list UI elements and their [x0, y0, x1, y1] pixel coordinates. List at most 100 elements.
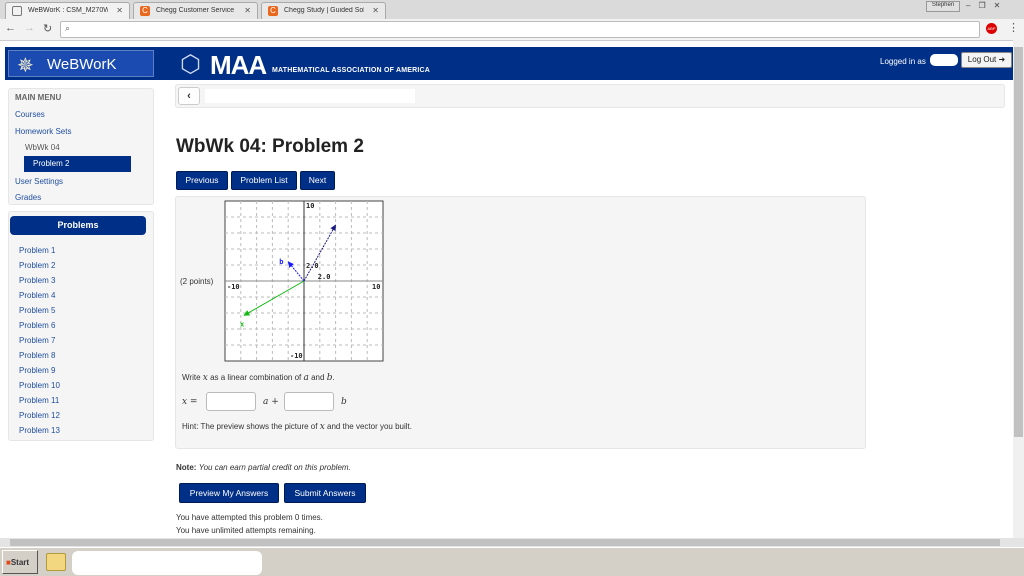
coefficient-a-input[interactable]	[206, 392, 256, 411]
prompt-text: Write	[182, 373, 201, 382]
redacted-username	[930, 54, 958, 66]
vector-b-label: b	[279, 258, 283, 266]
tab-chegg-service[interactable]: C Chegg Customer Service Pl ✕	[133, 2, 258, 19]
prompt-text: as a linear combination of	[210, 373, 302, 382]
problem-link[interactable]: Problem 10	[19, 381, 60, 390]
tab-label: Chegg Study | Guided Solu	[284, 7, 364, 14]
sidebar-item-courses[interactable]: Courses	[15, 110, 45, 119]
attempts-text: You have attempted this problem 0 times.	[176, 513, 323, 522]
brand-name: WeBWorK	[47, 56, 117, 73]
document-icon	[12, 6, 22, 16]
next-button[interactable]: Next	[300, 171, 335, 190]
back-button[interactable]: ‹	[178, 87, 200, 105]
remaining-text: You have unlimited attempts remaining.	[176, 526, 316, 535]
sidebar-item-wbwk04[interactable]: WbWk 04	[25, 143, 60, 152]
star-icon: ✵	[17, 55, 34, 77]
reload-icon[interactable]: ↻	[43, 23, 53, 35]
sidebar-item-user-settings[interactable]: User Settings	[15, 177, 64, 186]
menu-icon[interactable]: ⋮	[1008, 22, 1019, 34]
problem-link[interactable]: Problem 8	[19, 351, 56, 360]
logout-button[interactable]: Log Out ➜	[961, 52, 1012, 68]
tab-chegg-study[interactable]: C Chegg Study | Guided Solu ✕	[261, 2, 386, 19]
x-min-label: -10	[227, 283, 240, 291]
vector-x-label: x	[240, 320, 245, 328]
problem-link[interactable]: Problem 2	[19, 261, 56, 270]
main-menu-heading: MAIN MENU	[15, 93, 62, 102]
vector-b	[287, 261, 305, 282]
y-max-label: 10	[306, 202, 314, 210]
profile-button[interactable]: Stephen	[926, 1, 960, 12]
problems-panel	[8, 211, 154, 441]
problem-link[interactable]: Problem 6	[19, 321, 56, 330]
problem-link[interactable]: Problem 9	[19, 366, 56, 375]
equation-lhs: x =	[182, 397, 198, 407]
close-icon[interactable]: ✕	[116, 6, 123, 15]
x-max-label: 10	[372, 283, 380, 291]
problem-link[interactable]: Problem 7	[19, 336, 56, 345]
main-menu	[8, 88, 154, 205]
problem-link[interactable]: Problem 11	[19, 396, 60, 405]
tab-label: WeBWorK : CSM_M270We	[28, 7, 108, 14]
coefficient-b-input[interactable]	[284, 392, 334, 411]
close-icon[interactable]: ✕	[244, 6, 251, 15]
note-text: You can earn partial credit on this prob…	[198, 463, 351, 472]
back-icon[interactable]: ←	[5, 22, 16, 34]
problems-header: Problems	[10, 216, 146, 235]
start-label: Start	[10, 558, 30, 567]
maa-subtitle: MATHEMATICAL ASSOCIATION OF AMERICA	[272, 67, 431, 74]
problem-link[interactable]: Problem 1	[19, 246, 56, 255]
file-explorer-icon[interactable]	[46, 553, 66, 571]
horizontal-scroll-thumb[interactable]	[10, 539, 1000, 546]
vector-a	[303, 224, 337, 282]
hint-text: and the vector you built.	[327, 422, 412, 431]
prompt-text: and	[311, 373, 325, 382]
redacted-taskbar	[72, 551, 262, 575]
note-label: Note:	[176, 463, 197, 472]
sidebar-item-homework-sets[interactable]: Homework Sets	[15, 127, 72, 136]
maa-logo: MAA	[210, 50, 267, 80]
math-a: a	[303, 373, 309, 383]
vertical-scroll-thumb[interactable]	[1014, 47, 1023, 437]
y-min-label: -10	[290, 352, 303, 360]
forward-icon[interactable]: →	[24, 22, 35, 34]
address-bar[interactable]: ⌕	[60, 21, 980, 38]
problem-list-button[interactable]: Problem List	[231, 171, 297, 190]
math-b: b	[326, 373, 333, 383]
page-title: WbWk 04: Problem 2	[176, 136, 364, 157]
sidebar-item-problem-2[interactable]: Problem 2	[24, 156, 131, 172]
math-x: x	[319, 422, 325, 432]
start-button[interactable]: ■Start	[2, 550, 38, 574]
math-x: x	[202, 373, 208, 383]
window-controls[interactable]: –❐✕	[966, 1, 1009, 10]
x-tick-label: 2.0	[318, 273, 331, 281]
preview-answers-button[interactable]: Preview My Answers	[179, 483, 279, 503]
logout-label: Log Out	[967, 55, 997, 64]
problem-link[interactable]: Problem 4	[19, 291, 56, 300]
vector-x	[243, 280, 305, 316]
redacted-breadcrumb	[205, 89, 415, 103]
maa-logo-icon: ⬡	[180, 51, 201, 78]
chegg-icon: C	[140, 6, 150, 16]
equation-a-term: a +	[263, 397, 279, 407]
windows-logo-icon: ■	[6, 558, 11, 567]
equation-b-term: b	[341, 397, 347, 407]
site-header	[5, 47, 1013, 80]
logout-icon: ➜	[998, 55, 1006, 64]
vector-graph: -10 10 10 -10 2.0 2.0 b x	[224, 200, 384, 362]
problem-link[interactable]: Problem 13	[19, 426, 60, 435]
chegg-icon: C	[268, 6, 278, 16]
adblock-icon[interactable]: ABP	[986, 23, 997, 34]
problem-link[interactable]: Problem 3	[19, 276, 56, 285]
problem-link[interactable]: Problem 5	[19, 306, 56, 315]
webwork-logo[interactable]: ✵ WeBWorK	[8, 50, 154, 77]
sidebar-item-grades[interactable]: Grades	[15, 193, 42, 202]
previous-button[interactable]: Previous	[176, 171, 228, 190]
hint-text: Hint: The preview shows the picture of	[182, 422, 318, 431]
logged-in-label: Logged in as	[880, 57, 926, 66]
tab-webwork[interactable]: WeBWorK : CSM_M270We ✕	[5, 2, 130, 19]
close-icon[interactable]: ✕	[372, 6, 379, 15]
submit-answers-button[interactable]: Submit Answers	[284, 483, 366, 503]
search-icon: ⌕	[65, 23, 71, 33]
problem-link[interactable]: Problem 12	[19, 411, 60, 420]
y-tick-label: 2.0	[306, 262, 319, 270]
